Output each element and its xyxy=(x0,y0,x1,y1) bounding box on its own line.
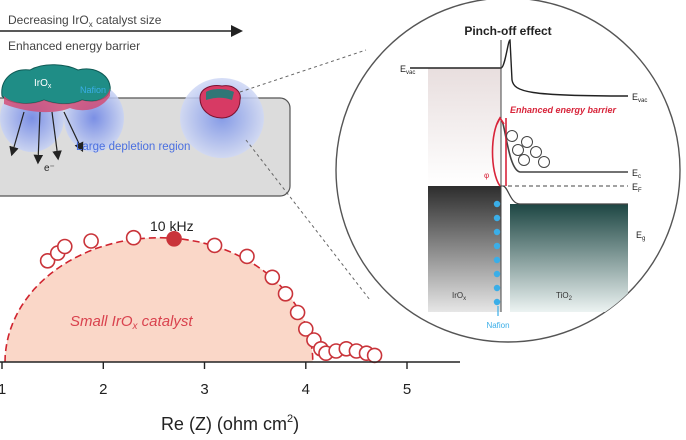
electron-circle xyxy=(518,154,530,166)
iro2-band xyxy=(428,186,501,312)
tio2-label: TiO2 xyxy=(556,291,573,302)
fill-area xyxy=(5,237,313,362)
ec-label: Ec xyxy=(632,168,641,180)
x-tick-label: 5 xyxy=(403,381,411,398)
nyquist-chart: Small IrOx catalyst 10 kHz 1 2 3 4 5 Re (Z) … xyxy=(0,218,460,434)
data-point xyxy=(57,238,73,255)
inset-circle xyxy=(335,0,681,343)
phi-label: φ xyxy=(484,171,489,180)
zoom-line-bottom xyxy=(245,139,371,301)
evac-right-line xyxy=(500,39,629,97)
x-axis-label: Re (Z) (ohm cm2) xyxy=(161,413,299,434)
data-point xyxy=(289,304,306,321)
size-arrow-label: Decreasing IrOx catalyst size xyxy=(8,13,162,29)
data-point xyxy=(83,233,99,249)
schematic-panel: Decreasing IrOx catalyst size Enhanced e… xyxy=(0,13,371,301)
small-catalyst-top xyxy=(206,89,234,100)
electron-circle xyxy=(530,146,542,158)
valence-band-edge xyxy=(502,185,628,205)
evac-right-label: Evac xyxy=(632,92,647,104)
data-point xyxy=(297,321,314,337)
evac-left-label: Evac xyxy=(400,64,415,76)
electron-arrow-3 xyxy=(51,111,62,161)
depletion-label: Large depletion region xyxy=(76,141,190,153)
data-point xyxy=(206,237,223,254)
barrier-caption: Enhanced energy barrier xyxy=(8,39,140,53)
electron-circle xyxy=(506,130,518,142)
ef-label: EF xyxy=(632,182,642,194)
x-tick-label: 4 xyxy=(302,381,310,398)
x-tick-label: 1 xyxy=(0,381,6,398)
x-tick-label: 2 xyxy=(99,381,107,398)
electron-arrow-1 xyxy=(9,111,25,157)
zoom-line-top xyxy=(239,49,367,93)
electron-arrow-4 xyxy=(63,111,84,153)
data-point xyxy=(264,269,281,286)
inset-band-diagram: Pinch-off effect Evac Evac Enhanced ener… xyxy=(335,0,681,343)
nafion-label-top: Nafion xyxy=(80,85,106,95)
electron-circle xyxy=(521,136,533,148)
data-point xyxy=(277,285,294,302)
data-point xyxy=(125,229,142,246)
fill-label: Small IrOx catalyst xyxy=(70,313,193,332)
data-point xyxy=(366,347,383,364)
barrier-arrow-head xyxy=(496,116,505,125)
nafion-label-inset: Nafion xyxy=(486,321,509,330)
highlight-data-point xyxy=(166,231,182,247)
electron-arrow-2 xyxy=(33,111,44,165)
data-point xyxy=(39,252,56,269)
data-markers xyxy=(39,229,383,364)
electron-label: e⁻ xyxy=(44,163,55,174)
iro2-label: IrOx xyxy=(452,291,466,302)
large-catalyst-interface xyxy=(4,88,110,113)
tio2-band xyxy=(510,204,628,312)
catalyst-label: IrOx xyxy=(34,78,52,90)
iro2-vacuum-region xyxy=(428,68,501,186)
x-ticks: 1 2 3 4 5 xyxy=(0,362,411,398)
fit-line xyxy=(4,236,314,363)
inset-title: Pinch-off effect xyxy=(464,24,551,38)
eg-label: Eg xyxy=(636,230,645,242)
nafion-dots xyxy=(493,200,501,306)
enhanced-barrier-text: Enhanced energy barrier xyxy=(510,105,617,115)
x-tick-label: 3 xyxy=(200,381,208,398)
highlight-label: 10 kHz xyxy=(150,218,194,234)
data-point xyxy=(239,248,255,265)
electron-circle xyxy=(538,156,550,168)
electron-circle xyxy=(512,144,524,156)
